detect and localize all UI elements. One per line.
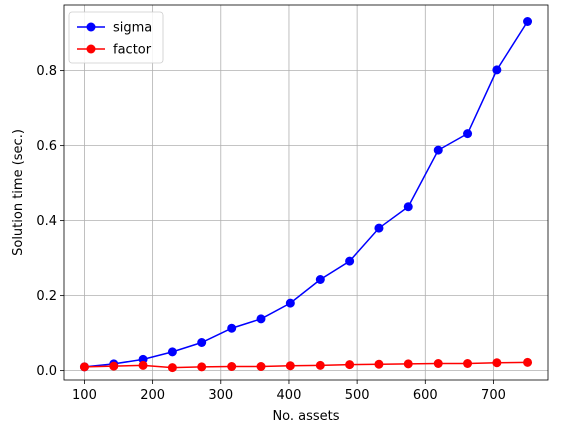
legend-label-factor: factor bbox=[113, 43, 152, 58]
factor-point bbox=[197, 362, 207, 372]
sigma-point bbox=[463, 129, 473, 139]
x-axis-label: No. assets bbox=[272, 409, 339, 424]
legend-marker-sigma bbox=[86, 22, 96, 32]
y-axis-label: Solution time (sec.) bbox=[11, 129, 26, 256]
grid bbox=[64, 5, 548, 380]
x-tick-label: 700 bbox=[481, 388, 506, 403]
factor-point bbox=[138, 360, 148, 370]
x-tick-label: 100 bbox=[72, 388, 97, 403]
plot-frame bbox=[63, 4, 549, 381]
y-tick-label: 0.6 bbox=[36, 139, 57, 154]
sigma-point bbox=[374, 223, 384, 233]
sigma-point bbox=[315, 275, 325, 284]
sigma-point bbox=[403, 202, 413, 212]
sigma-point bbox=[285, 298, 295, 308]
factor-point bbox=[285, 361, 295, 371]
sigma-point bbox=[227, 323, 237, 333]
legend: sigma factor bbox=[68, 11, 164, 64]
legend-marker-factor bbox=[86, 44, 96, 54]
factor-point bbox=[315, 360, 325, 370]
sigma-point bbox=[492, 65, 502, 75]
factor-point bbox=[374, 359, 384, 369]
factor-point bbox=[167, 363, 177, 373]
y-tick-label: 0.8 bbox=[36, 64, 57, 79]
series-sigma bbox=[79, 17, 533, 372]
factor-point bbox=[345, 360, 355, 370]
sigma-point bbox=[256, 314, 266, 324]
factor-point bbox=[227, 362, 237, 371]
x-tick-label: 200 bbox=[140, 388, 165, 403]
sigma-line bbox=[84, 21, 529, 368]
factor-point bbox=[109, 361, 119, 371]
legend-label-sigma: sigma bbox=[113, 21, 152, 36]
x-tick-label: 300 bbox=[208, 388, 233, 403]
factor-point bbox=[492, 358, 502, 368]
y-tick-label: 0.0 bbox=[36, 364, 57, 379]
factor-point bbox=[403, 359, 413, 369]
factor-point bbox=[79, 362, 89, 372]
factor-line bbox=[84, 361, 528, 369]
sigma-point bbox=[197, 338, 207, 347]
x-tick-label: 600 bbox=[413, 388, 438, 403]
y-tick-label: 0.2 bbox=[36, 289, 57, 304]
sigma-point bbox=[345, 256, 355, 266]
factor-point bbox=[463, 359, 473, 368]
factor-point bbox=[523, 357, 533, 367]
series-factor bbox=[79, 357, 533, 373]
sigma-point bbox=[433, 145, 443, 155]
y-tick-label: 0.4 bbox=[36, 214, 57, 229]
sigma-point bbox=[167, 347, 177, 357]
ticks: 100 200 300 400 500 600 700 0.0 0.2 0.4 0.6 0.8 bbox=[36, 64, 506, 403]
series-layer bbox=[79, 17, 533, 373]
x-tick-label: 400 bbox=[277, 388, 302, 403]
sigma-point bbox=[523, 17, 533, 26]
x-tick-label: 500 bbox=[345, 388, 370, 403]
factor-point bbox=[433, 359, 443, 368]
factor-point bbox=[256, 362, 266, 371]
